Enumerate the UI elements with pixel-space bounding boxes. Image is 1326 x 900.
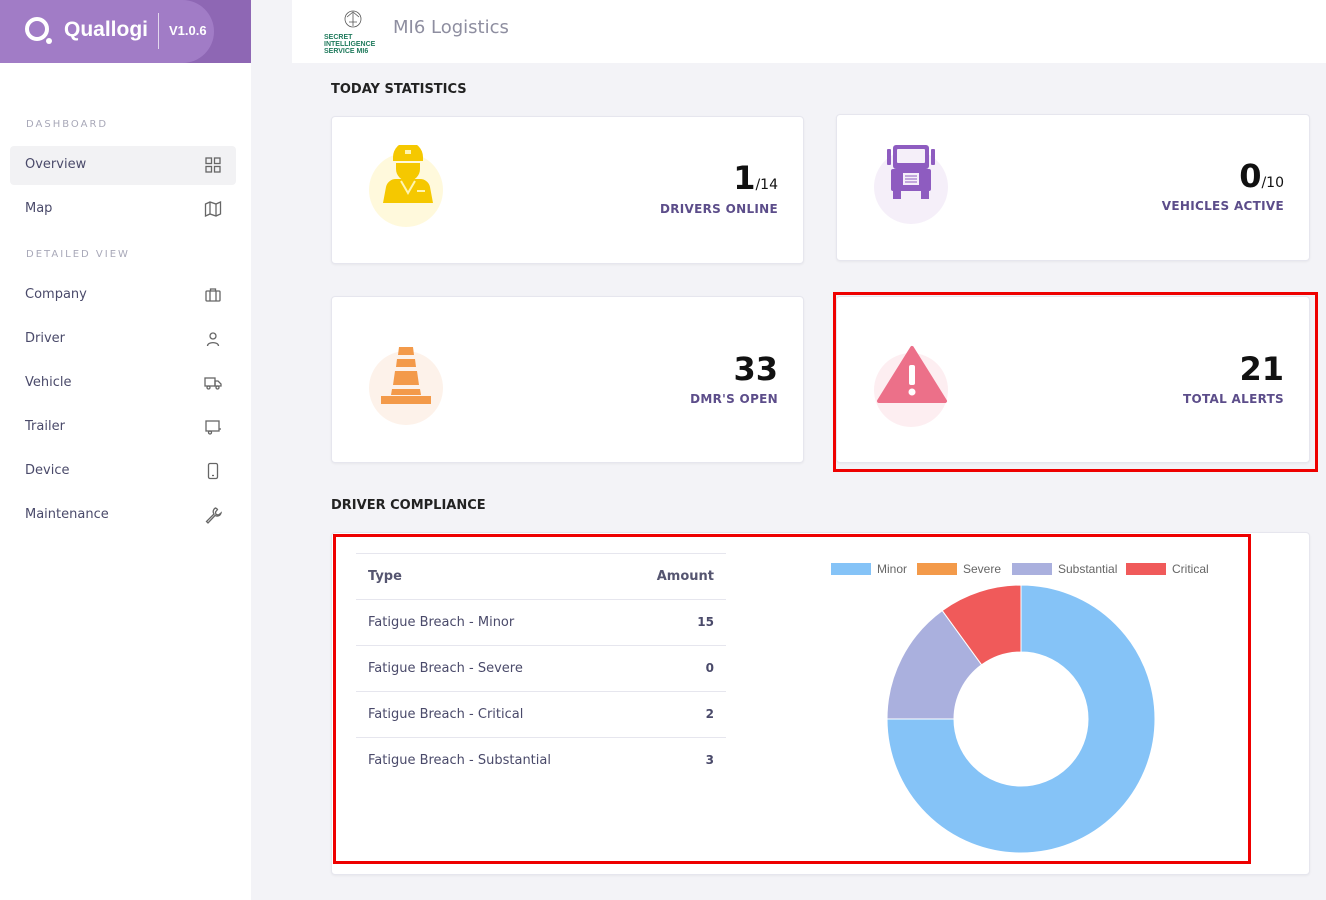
driver-icon [383,145,433,203]
dmrs-open-card[interactable]: 33 DMR'S OPEN [331,296,804,463]
nav-section-detailed-view: DETAILED VIEW [26,249,130,260]
sidebar: Quallogi V1.0.6 DASHBOARD Overview Map D… [0,0,251,900]
sidebar-item-map[interactable]: Map [10,190,236,229]
drivers-online-total: /14 [755,177,778,193]
donut-slice-minor[interactable] [886,584,1156,854]
drivers-online-card[interactable]: 1/14 DRIVERS ONLINE [331,116,804,264]
sidebar-item-overview[interactable]: Overview [10,146,236,185]
driver-compliance-title: DRIVER COMPLIANCE [331,498,486,513]
breach-amount: 15 [697,615,714,629]
table-row[interactable]: Fatigue Breach - Substantial 3 [356,737,726,783]
brand-name: Quallogi [64,18,148,41]
total-alerts-card[interactable]: 21 TOTAL ALERTS [836,296,1310,463]
breach-type: Fatigue Breach - Substantial [368,753,551,768]
trailer-icon [205,420,221,435]
breach-amount: 0 [705,661,714,675]
sidebar-item-device[interactable]: Device [10,452,236,491]
alerts-highlight-box [833,292,1318,472]
total-alerts-value: 21 [1239,350,1284,388]
breach-type: Fatigue Breach - Minor [368,615,515,630]
org-name: MI6 Logistics [393,17,509,38]
column-header-type: Type [368,569,402,584]
sidebar-item-label: Map [25,201,53,216]
table-row[interactable]: Fatigue Breach - Minor 15 [356,599,726,645]
grid-icon [205,157,221,173]
truck-front-icon [887,145,935,199]
legend-label: Critical [1172,562,1209,576]
breach-amount: 2 [705,707,714,721]
vehicles-active-label: VEHICLES ACTIVE [1161,199,1284,213]
wrench-icon [205,507,222,524]
device-icon [207,462,219,480]
legend-label: Minor [877,562,908,576]
org-logo-line-3: SERVICE MI6 [324,48,368,55]
sidebar-item-vehicle[interactable]: Vehicle [10,364,236,403]
warning-icon [877,346,947,403]
column-header-amount: Amount [656,569,714,584]
table-row[interactable]: Fatigue Breach - Critical 2 [356,691,726,737]
compliance-highlight-box [333,534,1251,864]
table-header-row: Type Amount [356,553,726,599]
breach-type: Fatigue Breach - Severe [368,661,523,676]
dmrs-open-label: DMR'S OPEN [690,392,778,406]
legend-swatch [831,563,871,575]
donut-slice-critical[interactable] [941,584,1022,666]
sidebar-item-label: Overview [25,157,87,172]
breach-amount: 3 [705,753,714,767]
org-logo-line-1: SECRET [324,34,353,41]
vehicles-active-count: 0 [1239,157,1262,195]
legend-swatch [1012,563,1052,575]
quallogi-logo-icon [25,17,52,44]
vehicles-active-card[interactable]: 0/10 VEHICLES ACTIVE [836,114,1310,261]
drivers-online-count: 1 [733,159,756,197]
sidebar-item-driver[interactable]: Driver [10,320,236,359]
sidebar-item-maintenance[interactable]: Maintenance [10,496,236,535]
briefcase-icon [205,288,221,302]
legend-label: Severe [963,562,1002,576]
sidebar-item-trailer[interactable]: Trailer [10,408,236,447]
sidebar-item-label: Company [25,287,87,302]
dmrs-open-value: 33 [733,350,778,388]
sidebar-item-label: Driver [25,331,66,346]
sidebar-item-label: Device [25,463,70,478]
user-icon [206,332,220,347]
drivers-online-label: DRIVERS ONLINE [659,202,778,216]
sidebar-item-company[interactable]: Company [10,276,236,315]
compliance-donut-chart [886,584,1156,854]
sidebar-item-label: Vehicle [25,375,72,390]
truck-icon [204,377,222,390]
traffic-cone-icon [381,347,431,404]
map-icon [204,200,222,218]
legend-swatch [1126,563,1166,575]
org-logo-line-2: INTELLIGENCE [324,41,376,48]
today-statistics-title: TODAY STATISTICS [331,82,467,97]
nav-section-dashboard: DASHBOARD [26,119,109,130]
brand-version: V1.0.6 [169,23,207,38]
legend-label: Substantial [1058,562,1118,576]
drivers-online-value: 1/14 [733,159,778,197]
vehicles-active-value: 0/10 [1239,157,1284,195]
brand-pill [0,0,214,63]
sidebar-item-label: Maintenance [25,507,109,522]
brand-header: Quallogi V1.0.6 [0,0,251,63]
total-alerts-label: TOTAL ALERTS [1182,392,1284,406]
top-bar: SECRET INTELLIGENCE SERVICE MI6 MI6 Logi… [292,0,1326,63]
sidebar-item-label: Trailer [25,419,65,434]
table-row[interactable]: Fatigue Breach - Severe 0 [356,645,726,691]
org-logo: SECRET INTELLIGENCE SERVICE MI6 [324,10,376,55]
compliance-table: Type Amount Fatigue Breach - Minor 15 Fa… [356,553,726,783]
vehicles-active-total: /10 [1261,175,1284,191]
legend-swatch [917,563,957,575]
breach-type: Fatigue Breach - Critical [368,707,524,722]
brand-divider [158,13,159,49]
